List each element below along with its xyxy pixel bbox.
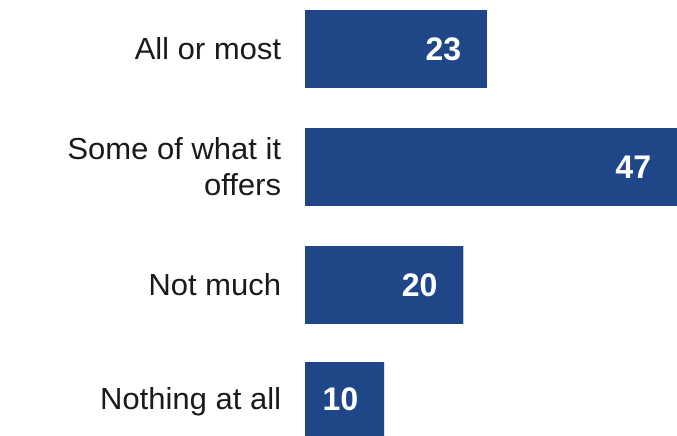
category-label-2: Some of what it offers — [67, 131, 281, 202]
category-label-1: All or most — [135, 31, 282, 66]
bars-group — [305, 10, 677, 436]
value-label-4: 10 — [323, 381, 359, 417]
bar-1 — [305, 10, 488, 88]
category-label-3: Not much — [148, 267, 281, 302]
bar-4 — [305, 362, 385, 436]
value-label-3: 20 — [402, 267, 438, 303]
category-labels-group: All or most Some of what it offers Not much… — [67, 31, 281, 416]
value-labels-group: 23 47 20 10 — [323, 31, 651, 417]
category-label-2-line-1: Some of what it — [67, 131, 281, 166]
bar-2 — [305, 128, 677, 206]
value-label-2: 47 — [615, 149, 651, 185]
category-label-4: Nothing at all — [100, 381, 281, 416]
bar-3 — [305, 246, 464, 324]
category-label-3-line-1: Not much — [148, 267, 281, 302]
value-label-1: 23 — [425, 31, 461, 67]
category-label-4-line-1: Nothing at all — [100, 381, 281, 416]
category-label-1-line-1: All or most — [135, 31, 282, 66]
category-label-2-line-2: offers — [204, 167, 281, 202]
